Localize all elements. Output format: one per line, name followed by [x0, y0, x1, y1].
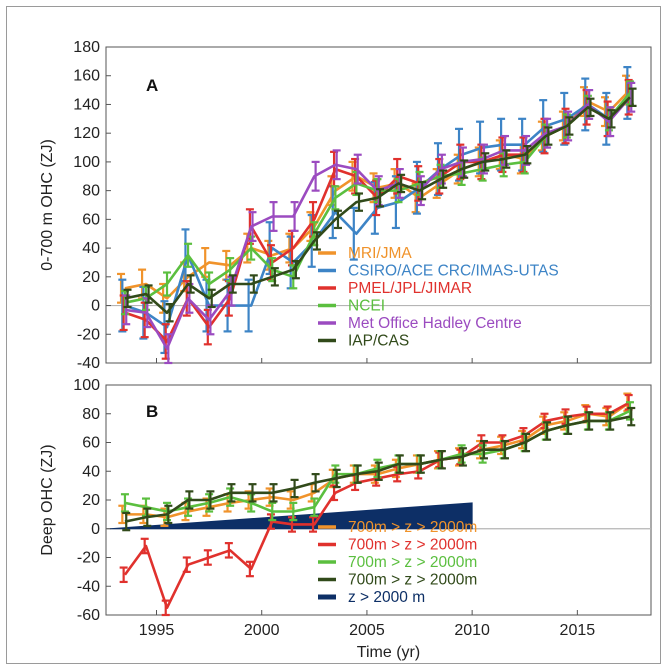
panel-b-x-tick-label: 2005: [349, 622, 385, 639]
panel-a-label: A: [146, 76, 158, 95]
panel-b-y-tick-label: -60: [77, 607, 100, 624]
panel-b-x-tick-label: 2015: [560, 622, 596, 639]
panel-a-legend-label: Met Office Hadley Centre: [348, 315, 522, 332]
panel-b-y-tick-label: 60: [82, 435, 100, 452]
panel-b-x-axis-title: Time (yr): [357, 644, 420, 661]
panel-a-y-tick-label: -20: [77, 326, 100, 343]
panel-b-series-3: [122, 406, 636, 532]
panel-b-y-tick-label: 80: [82, 406, 100, 423]
panel-a-legend-label: NCEI: [348, 298, 385, 315]
panel-b-x-tick-label: 2000: [244, 622, 280, 639]
panel-b-legend-label: 700m > z > 2000m: [348, 572, 477, 589]
panel-a-y-tick-label: 80: [82, 183, 100, 200]
panel-b-series-1: [119, 393, 633, 617]
panel-a-y-tick-label: 140: [73, 96, 100, 113]
panel-b-series-line: [123, 401, 631, 610]
panel-b-y-tick-label: 0: [91, 521, 100, 538]
panel-b-y-tick-label: 20: [82, 492, 100, 509]
panel-a-y-tick-label: 100: [73, 154, 100, 171]
panel-a-y-tick-label: 180: [73, 39, 100, 56]
panel-b-y-tick-label: 40: [82, 463, 100, 480]
panel-b-legend-label: 700m > z > 2000m: [348, 537, 477, 554]
panel-a-y-tick-label: 0: [91, 298, 100, 315]
panel-b-x-tick-label: 2010: [454, 622, 490, 639]
panel-b-x-tick-label: 1995: [139, 622, 175, 639]
panel-a-series-line: [124, 96, 631, 350]
panel-b-y-axis-title: Deep OHC (ZJ): [39, 444, 56, 555]
panel-a-y-tick-label: 40: [82, 240, 100, 257]
panel-a-series-line: [124, 96, 631, 315]
panel-a-y-axis-title: 0-700 m OHC (ZJ): [39, 139, 56, 271]
panel-a-y-tick-label: 160: [73, 68, 100, 85]
panel-a-plot-border: [105, 46, 652, 364]
panel-a-y-tick-label: 20: [82, 269, 100, 286]
panel-a-legend-label: MRI/JMA: [348, 245, 412, 262]
panel-b-legend-label: 700m > z > 2000m: [348, 519, 477, 536]
figure-frame: [6, 6, 661, 664]
panel-b-legend-label: z > 2000 m: [348, 589, 425, 606]
panel-a-y-tick-label: 120: [73, 125, 100, 142]
panel-a-legend-label: IAP/CAS: [348, 333, 409, 350]
panel-b-legend-label: 700m > z > 2000m: [348, 554, 477, 571]
panel-a-legend-label: CSIRO/ACE CRC/IMAS-UTAS: [348, 263, 559, 280]
panel-a-y-tick-label: 60: [82, 211, 100, 228]
panel-a-series-5: [123, 87, 637, 323]
panel-b-y-tick-label: 100: [73, 377, 100, 394]
panel-b-y-tick-label: -40: [77, 578, 100, 595]
panel-b-y-tick-label: -20: [77, 550, 100, 567]
panel-a-legend-label: PMEL/JPL/JIMAR: [348, 280, 472, 297]
panel-a-y-tick-label: -40: [77, 355, 100, 372]
panel-b-series-line: [124, 415, 631, 523]
panel-b-label: B: [146, 402, 158, 421]
